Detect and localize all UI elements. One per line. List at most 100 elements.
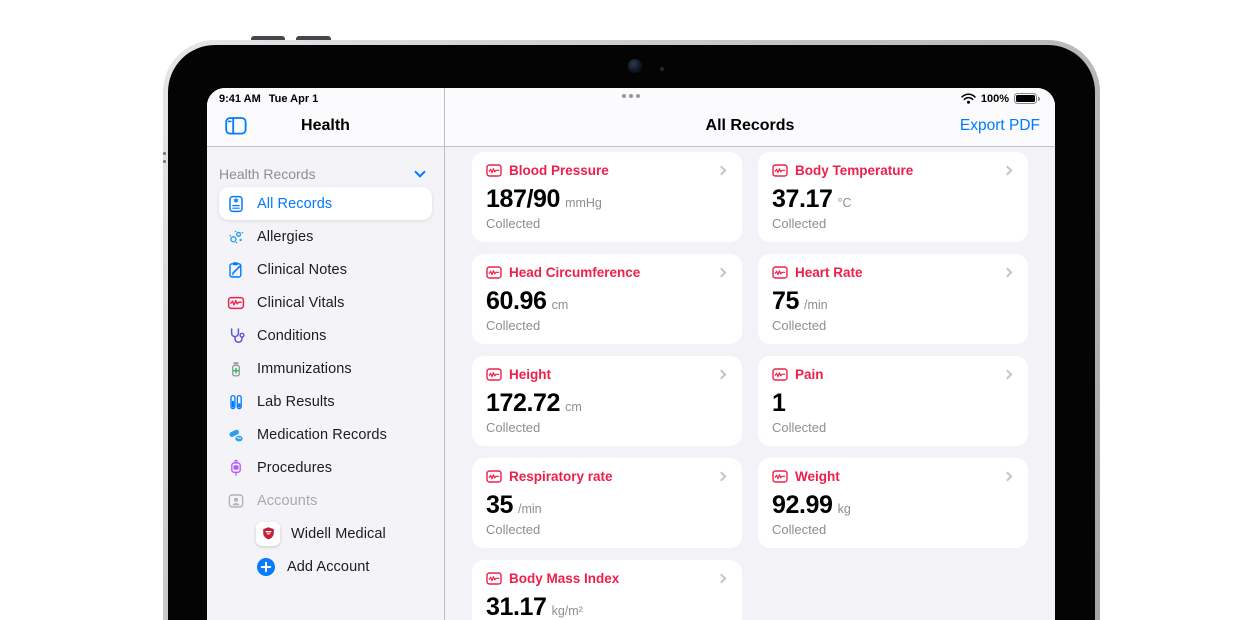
vitals-waveform-icon [772,368,788,381]
sidebar-item-label: Clinical Notes [257,261,348,278]
chevron-right-icon [1002,369,1013,380]
chevron-right-icon [716,267,727,278]
status-bar-left: 9:41 AM Tue Apr 1 [207,88,444,105]
chevron-right-icon [1002,165,1013,176]
sidebar-section-health-records[interactable]: Health Records [219,161,432,187]
card-unit: cm [551,298,569,312]
card-status: Collected [486,216,541,231]
sidebar-item-allergies[interactable]: Allergies [219,220,432,253]
chevron-right-icon [716,471,727,482]
sidebar-item-label: Add Account [287,558,370,575]
sidebar-item-label: Accounts [257,492,318,509]
mic-hole [163,160,166,163]
card-heart-rate[interactable]: Heart Rate 75 /min Collected [758,254,1028,344]
card-unit: cm [565,400,582,414]
export-pdf-button[interactable]: Export PDF [959,116,1040,134]
sidebar-item-all-records[interactable]: All Records [219,187,432,220]
plus-circle-icon [256,557,276,577]
card-blood-pressure[interactable]: Blood Pressure 187/90 mmHg Collected [472,152,742,242]
sidebar-toggle-button[interactable] [225,115,249,137]
sidebar-item-label: Clinical Vitals [257,294,345,311]
card-title: Respiratory rate [509,469,613,484]
card-title: Body Mass Index [509,571,620,586]
chevron-right-icon [716,369,727,380]
card-title: Heart Rate [795,265,863,280]
sidebar-item-lab-results[interactable]: Lab Results [219,385,432,418]
chevron-right-icon [716,165,727,176]
card-pain[interactable]: Pain 1 Collected [758,356,1028,446]
sidebar-item-label: All Records [257,195,333,212]
record-cards-grid: Blood Pressure 187/90 mmHg Collected [445,147,1055,620]
card-status: Collected [772,522,827,537]
card-value: 60.96 [486,287,547,315]
card-status: Collected [772,318,827,333]
card-unit: °C [837,196,852,210]
status-time: 9:41 AM [219,92,261,105]
vitals-waveform-icon [772,164,788,177]
sidebar-item-label: Medication Records [257,426,387,443]
person-card-icon [226,491,246,511]
shield-icon [256,521,280,546]
mic-hole [163,152,166,155]
sidebar: 9:41 AM Tue Apr 1 Health [207,88,445,620]
battery-icon [1014,93,1037,104]
card-value: 92.99 [772,491,833,519]
ipad-device-frame: 9:41 AM Tue Apr 1 Health [163,40,1100,620]
card-value: 172.72 [486,389,561,417]
vitals-waveform-icon [486,368,502,381]
sidebar-item-accounts[interactable]: Accounts [219,484,432,517]
sidebar-item-clinical-notes[interactable]: Clinical Notes [219,253,432,286]
vaccine-vial-icon [226,359,246,379]
card-unit: /min [518,502,542,516]
card-value: 35 [486,491,514,519]
sidebar-item-widell-medical[interactable]: Widell Medical [219,517,432,550]
sidebar-item-label: Lab Results [257,393,335,410]
front-camera [628,59,642,73]
sidebar-item-procedures[interactable]: Procedures [219,451,432,484]
card-value: 1 [772,389,786,417]
card-head-circumference[interactable]: Head Circumference 60.96 cm Collected [472,254,742,344]
sidebar-toggle-icon [225,116,247,135]
main-content: 100% All Records Export PDF [445,88,1055,620]
stethoscope-icon [226,326,246,346]
sidebar-item-label: Procedures [257,459,333,476]
card-status: Collected [772,420,827,435]
sidebar-item-conditions[interactable]: Conditions [219,319,432,352]
multitasking-handle[interactable] [207,94,1055,98]
sidebar-header: 9:41 AM Tue Apr 1 Health [207,88,444,147]
battery-nub [1038,96,1040,101]
sidebar-item-add-account[interactable]: Add Account [219,550,432,583]
card-body-mass-index[interactable]: Body Mass Index 31.17 kg/m² [472,560,742,620]
card-value: 75 [772,287,800,315]
sidebar-item-clinical-vitals[interactable]: Clinical Vitals [219,286,432,319]
card-title: Head Circumference [509,265,641,280]
vitals-waveform-icon [486,164,502,177]
sidebar-item-label: Conditions [257,327,327,344]
vitals-waveform-icon [772,266,788,279]
card-respiratory-rate[interactable]: Respiratory rate 35 /min Collected [472,458,742,548]
sidebar-item-label: Allergies [257,228,314,245]
main-header: 100% All Records Export PDF [445,88,1055,147]
vitals-waveform-icon [226,293,246,313]
card-title: Height [509,367,551,382]
card-title: Weight [795,469,840,484]
sidebar-list: Health Records All Reco [207,147,444,620]
card-weight[interactable]: Weight 92.99 kg Collected [758,458,1028,548]
card-body-temperature[interactable]: Body Temperature 37.17 °C Collected [758,152,1028,242]
status-date: Tue Apr 1 [268,92,319,105]
sidebar-item-medication-records[interactable]: Medication Records [219,418,432,451]
sidebar-item-immunizations[interactable]: Immunizations [219,352,432,385]
card-unit: kg/m² [551,604,583,618]
test-tubes-icon [226,392,246,412]
chevron-right-icon [1002,267,1013,278]
card-unit: /min [804,298,828,312]
vitals-waveform-icon [486,470,502,483]
screen: 9:41 AM Tue Apr 1 Health [207,88,1055,620]
sidebar-item-label: Widell Medical [291,525,386,542]
card-value: 187/90 [486,185,561,213]
card-height[interactable]: Height 172.72 cm Collected [472,356,742,446]
status-bar-right: 100% [445,88,1055,105]
iv-bag-icon [226,458,246,478]
chevron-down-icon [414,166,426,178]
